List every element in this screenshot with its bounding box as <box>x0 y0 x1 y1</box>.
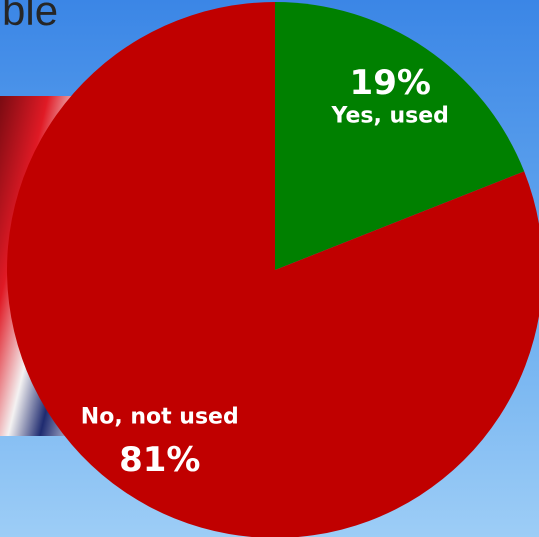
category-label: Yes, used <box>331 103 449 128</box>
value-label: 19% <box>350 63 431 103</box>
pie-slice <box>7 2 539 537</box>
value-label: 81% <box>119 440 200 480</box>
pie-slice <box>275 2 525 270</box>
pie: 19%Yes, used 81% No, not used <box>7 2 539 537</box>
category-label: No, not used <box>81 405 239 430</box>
title: ble <box>2 0 58 34</box>
